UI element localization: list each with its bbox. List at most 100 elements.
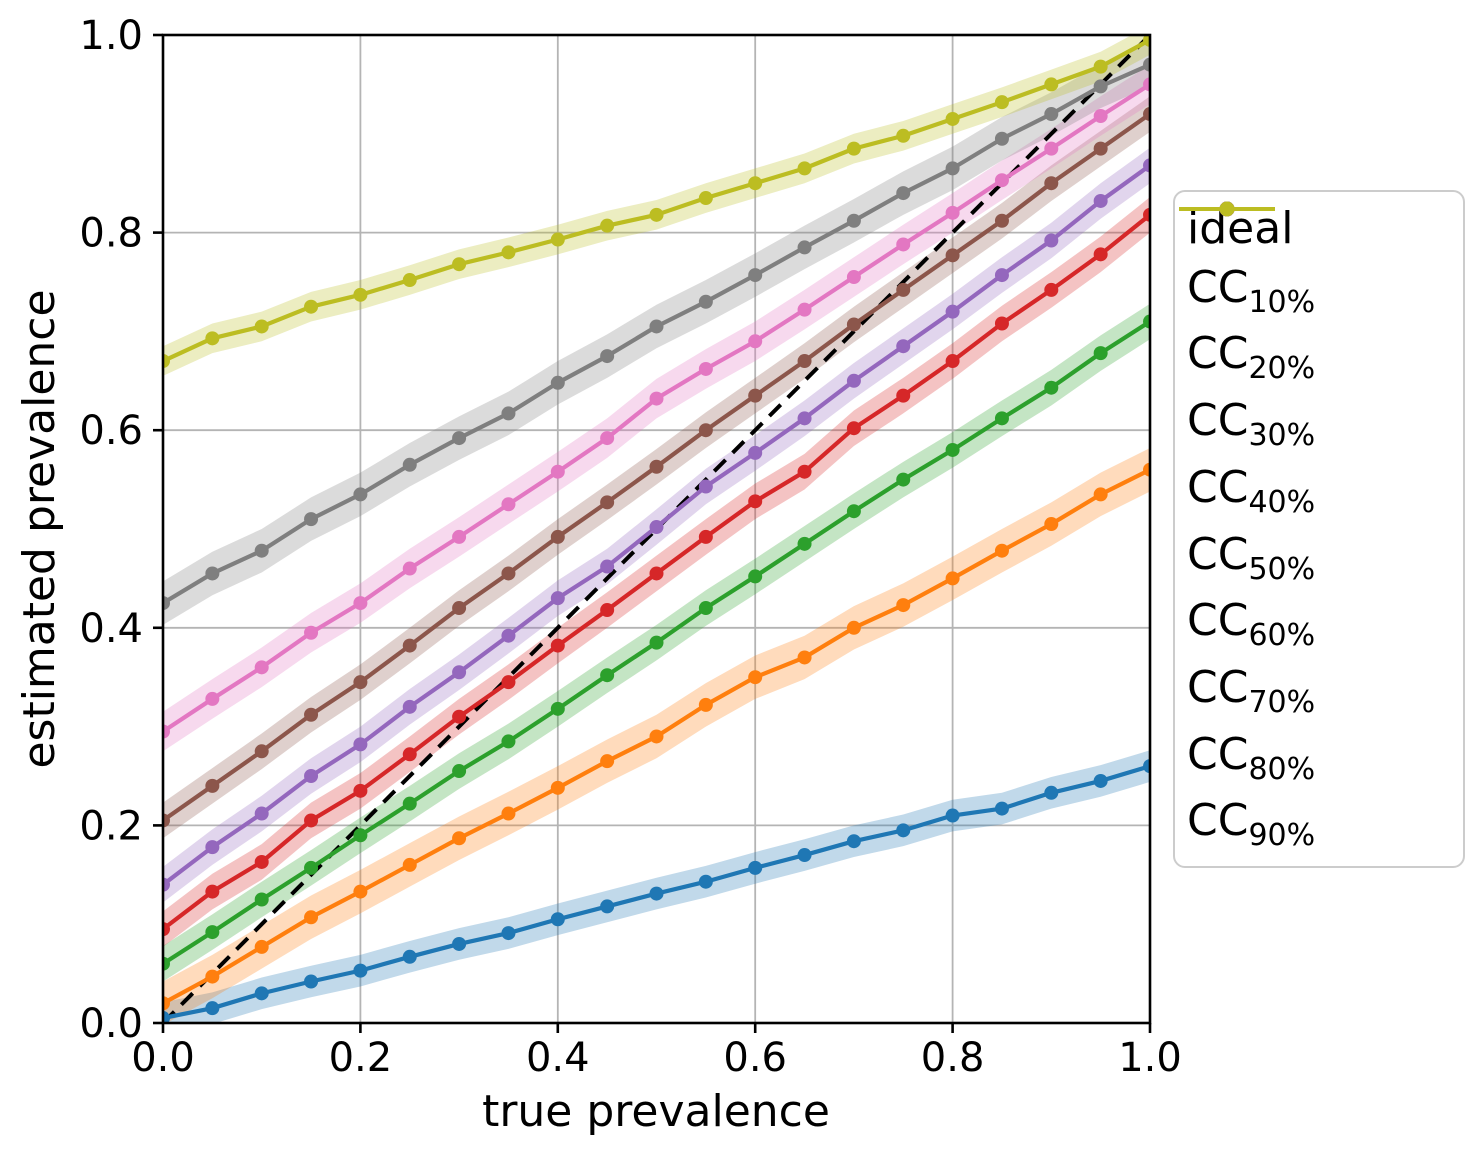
marker: [163, 354, 170, 369]
marker: [1143, 462, 1150, 477]
marker: [698, 529, 713, 544]
marker: [501, 628, 516, 643]
marker: [1044, 785, 1059, 800]
marker: [163, 596, 170, 611]
series-markers-CC_30%: [163, 314, 1150, 971]
marker: [353, 487, 368, 502]
x-axis-label: true prevalence: [482, 1086, 830, 1137]
marker: [353, 828, 368, 843]
marker: [1143, 107, 1150, 122]
marker: [698, 423, 713, 438]
marker: [353, 287, 368, 302]
marker: [698, 479, 713, 494]
marker: [1093, 193, 1108, 208]
axes-spines: [161, 33, 1152, 1025]
marker: [304, 625, 319, 640]
marker: [1093, 109, 1108, 124]
marker: [163, 877, 170, 892]
marker: [163, 956, 170, 971]
sample-marker: [1219, 201, 1235, 217]
marker: [205, 566, 220, 581]
marker: [600, 349, 615, 364]
marker: [353, 596, 368, 611]
series-markers-CC_50%: [163, 158, 1150, 892]
marker: [797, 536, 812, 551]
marker: [600, 218, 615, 233]
marker: [797, 161, 812, 176]
marker: [353, 737, 368, 752]
marker: [254, 543, 269, 558]
marker: [254, 986, 269, 1001]
legend-item-CC_70%: CC70%: [1179, 201, 1463, 718]
marker: [452, 529, 467, 544]
marker: [649, 207, 664, 222]
series-markers-CC_90%: [163, 35, 1150, 369]
series-markers-CC_20%: [163, 462, 1150, 1011]
marker: [304, 512, 319, 527]
marker: [501, 675, 516, 690]
marker: [994, 543, 1009, 558]
marker: [501, 806, 516, 821]
marker: [501, 497, 516, 512]
data-layer: [163, 35, 1150, 1023]
legend-item-CC_10%: CC10%: [1179, 201, 1463, 320]
marker: [1044, 141, 1059, 156]
marker: [600, 603, 615, 618]
legend-label-ideal: ideal: [1187, 202, 1294, 254]
marker: [254, 854, 269, 869]
marker: [896, 388, 911, 403]
marker: [748, 445, 763, 460]
marker: [600, 431, 615, 446]
marker: [994, 316, 1009, 331]
y-tick-label: 1.0: [79, 13, 143, 59]
marker: [797, 650, 812, 665]
x-tick-label: 0.2: [329, 1035, 393, 1081]
marker: [1143, 77, 1150, 92]
marker: [254, 892, 269, 907]
series-markers-CC_70%: [163, 77, 1150, 739]
marker: [1044, 107, 1059, 122]
x-tick-label: 0.8: [921, 1035, 985, 1081]
marker: [205, 691, 220, 706]
marker: [896, 186, 911, 201]
marker: [797, 354, 812, 369]
marker: [452, 257, 467, 272]
marker: [994, 411, 1009, 426]
marker: [402, 857, 417, 872]
marker: [649, 566, 664, 581]
marker: [163, 922, 170, 937]
marker: [748, 494, 763, 509]
x-tick-label: 1.0: [1118, 1035, 1182, 1081]
marker: [994, 131, 1009, 146]
marker: [748, 569, 763, 584]
marker: [994, 801, 1009, 816]
marker: [402, 796, 417, 811]
marker: [550, 529, 565, 544]
legend-item-CC_80%: CC80%: [1179, 201, 1463, 785]
marker: [748, 334, 763, 349]
marker: [896, 237, 911, 252]
marker: [600, 559, 615, 574]
marker: [1143, 35, 1150, 47]
marker: [994, 268, 1009, 283]
marker: [550, 912, 565, 927]
marker: [846, 317, 861, 332]
marker: [550, 375, 565, 390]
marker: [1044, 517, 1059, 532]
marker: [452, 431, 467, 446]
marker: [797, 848, 812, 863]
marker: [945, 442, 960, 457]
marker: [163, 996, 170, 1011]
marker: [1093, 59, 1108, 74]
marker: [205, 1001, 220, 1016]
legend-label-CC_10%: CC10%: [1187, 261, 1316, 320]
marker: [1044, 380, 1059, 395]
series-markers-CC_40%: [163, 207, 1150, 937]
legend-sample-CC_90%: [1179, 201, 1275, 217]
marker: [205, 331, 220, 346]
marker: [1143, 314, 1150, 329]
marker: [501, 406, 516, 421]
ticks: 0.0 0.2 0.4 0.6 0.8 1.0 0.0 0.2 0.4 0.6 0.8 1.0: [79, 13, 1181, 1081]
marker: [452, 601, 467, 616]
marker: [1044, 282, 1059, 297]
